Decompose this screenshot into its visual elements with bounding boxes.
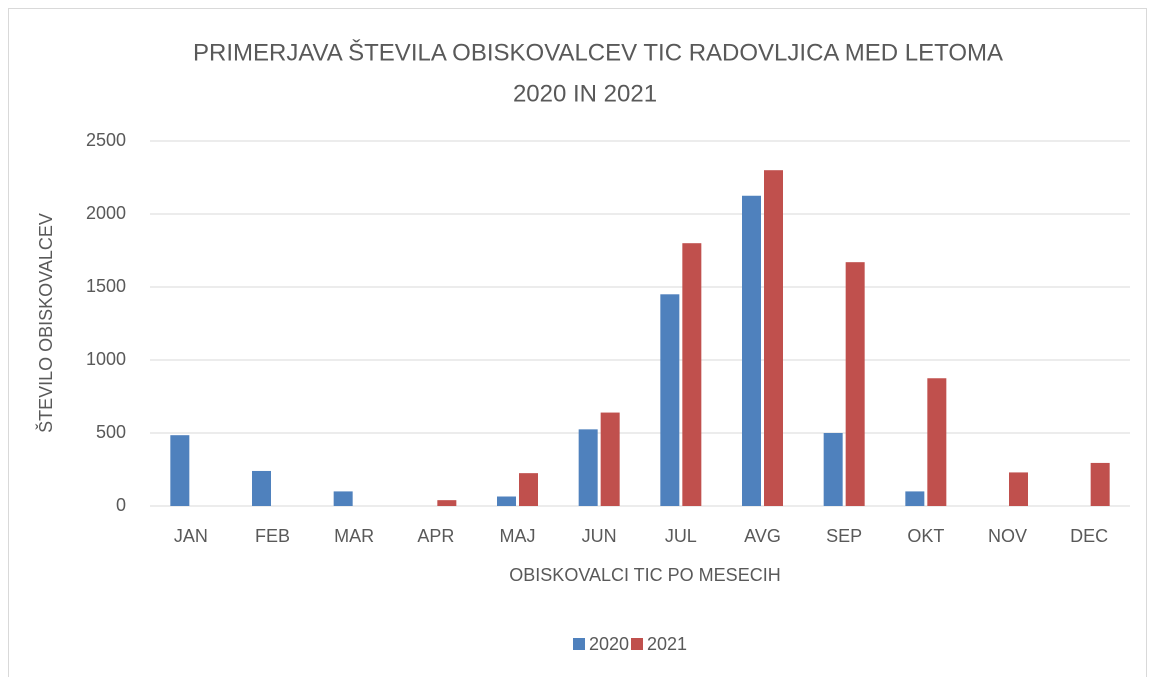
bar [660, 294, 680, 506]
chart-border [8, 8, 1147, 677]
chart-title: 2020 IN 2021 [513, 80, 657, 107]
y-tick-label: 1000 [86, 349, 126, 369]
bar [682, 243, 702, 506]
x-tick-label: JAN [174, 526, 208, 546]
bar [519, 473, 538, 506]
bar [1090, 462, 1110, 506]
x-tick-label: JUL [665, 526, 697, 546]
chart-title: PRIMERJAVA ŠTEVILA OBISKOVALCEV TIC RADO… [193, 38, 1003, 66]
legend-label: 2021 [647, 634, 687, 654]
x-tick-label: MAJ [500, 526, 536, 546]
y-tick-label: 2500 [86, 130, 126, 150]
bar [823, 433, 843, 506]
x-axis-label: OBISKOVALCI TIC PO MESECIH [509, 565, 780, 585]
bar [170, 435, 190, 506]
x-tick-label: FEB [255, 526, 290, 546]
x-tick-label: DEC [1070, 526, 1108, 546]
bar [927, 378, 947, 506]
bar [578, 429, 598, 506]
x-tick-label: OKT [907, 526, 944, 546]
x-tick-label: SEP [826, 526, 862, 546]
x-tick-label: APR [417, 526, 454, 546]
bar [437, 500, 457, 506]
x-tick-label: JUN [582, 526, 617, 546]
legend-swatch [631, 638, 643, 650]
bar [742, 195, 761, 506]
y-tick-label: 2000 [86, 203, 126, 223]
bar [764, 170, 783, 506]
y-axis-label: ŠTEVILO OBISKOVALCEV [35, 213, 56, 433]
bar [905, 491, 925, 506]
bar [845, 262, 865, 506]
bar [1009, 472, 1028, 506]
bar [252, 470, 271, 506]
bar [333, 491, 353, 506]
x-tick-label: NOV [988, 526, 1027, 546]
legend-label: 2020 [589, 634, 629, 654]
y-tick-label: 1500 [86, 276, 126, 296]
y-tick-label: 0 [116, 495, 126, 515]
x-tick-label: AVG [744, 526, 781, 546]
x-tick-label: MAR [334, 526, 374, 546]
bar [600, 412, 620, 506]
legend-swatch [573, 638, 585, 650]
bar [497, 496, 516, 506]
y-tick-label: 500 [96, 422, 126, 442]
